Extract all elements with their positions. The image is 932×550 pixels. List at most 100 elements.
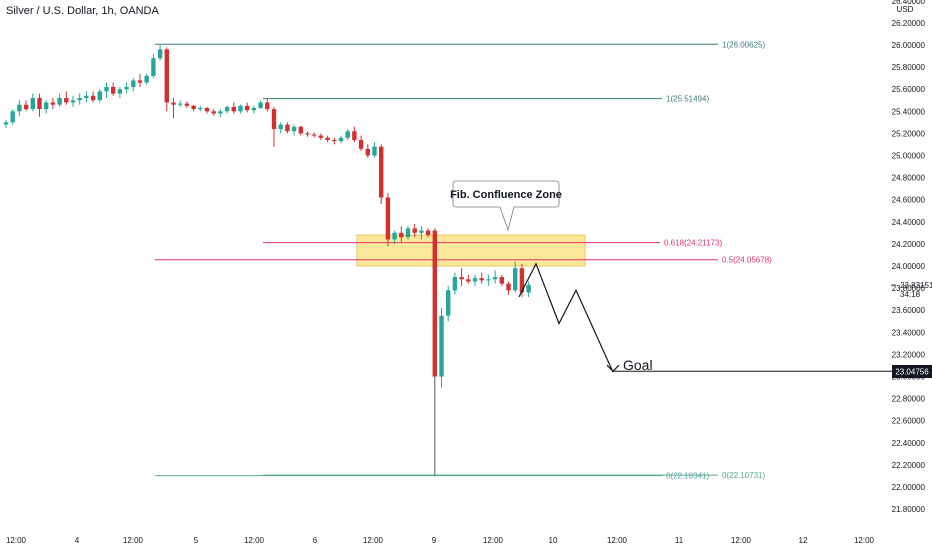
candle-down — [305, 133, 310, 135]
candle-up — [439, 315, 444, 377]
x-tick-label: 12 — [799, 536, 808, 545]
goal-price-badge — [892, 365, 932, 378]
candle-down — [318, 135, 324, 138]
candle-up — [251, 108, 257, 111]
y-tick-label: 24.00000 — [892, 262, 926, 271]
candle-up — [117, 89, 123, 94]
candle-up — [372, 146, 377, 156]
candle-down — [50, 102, 56, 105]
candle-up — [104, 87, 109, 92]
candle-down — [325, 137, 330, 140]
goal-label: Goal — [623, 357, 653, 373]
last-price-layer: 23.83151 34:18 — [891, 281, 932, 299]
candle-up — [218, 111, 223, 114]
candle-up — [452, 277, 458, 291]
candle-up — [446, 290, 451, 316]
candle-down — [385, 197, 391, 240]
y-tick-label: 23.60000 — [892, 306, 926, 315]
candle-up — [198, 108, 203, 110]
candle-up — [392, 232, 397, 240]
candle-down — [379, 146, 384, 198]
candle-up — [492, 277, 498, 280]
candle-up — [131, 80, 136, 87]
confluence-zone-box — [356, 234, 586, 267]
y-tick-label: 22.40000 — [892, 439, 926, 448]
candle-down — [23, 104, 29, 110]
candle-up — [44, 102, 49, 110]
candle-down — [37, 98, 42, 109]
callout-box — [452, 180, 560, 232]
x-tick-label: 5 — [194, 536, 199, 545]
candle-up — [84, 95, 89, 98]
candle-up — [57, 98, 62, 105]
y-tick-label: 24.40000 — [892, 218, 926, 227]
currency-label: USD — [897, 5, 914, 14]
candle-down — [332, 140, 337, 142]
candle-down — [265, 102, 270, 110]
x-tick-label: 12:00 — [244, 536, 265, 545]
projection-arrowhead — [606, 364, 620, 373]
x-tick-label: 4 — [75, 536, 80, 545]
fib-level-label: 0.618(24.21173) — [664, 239, 722, 248]
candle-up — [405, 228, 411, 238]
callout-text: Fib. Confluence Zone — [450, 189, 562, 201]
x-tick-label: 12:00 — [854, 536, 875, 545]
y-tick-label: 24.20000 — [892, 240, 926, 249]
fib-level-label: 0(22.10731) — [722, 471, 765, 480]
y-tick-label: 23.80000 — [892, 284, 926, 293]
candle-up — [526, 284, 531, 293]
candle-down — [312, 134, 317, 136]
candle-down — [519, 268, 525, 293]
candle-down — [298, 126, 303, 134]
time-axis[interactable]: 12:00 4 12:00 5 12:00 6 12:00 9 12:00 10 12:00 11 12… — [6, 536, 875, 545]
candle-up — [157, 49, 163, 59]
y-tick-label: 22.60000 — [892, 417, 926, 426]
goal-layer: Goal 23.04756 — [623, 357, 932, 378]
x-tick-label: 12:00 — [607, 536, 628, 545]
fib-level-label: 0.5(24.05678) — [722, 256, 772, 265]
candle-down — [171, 102, 176, 105]
candle-up — [291, 126, 297, 132]
candle-up — [224, 106, 230, 112]
y-tick-label: 22.00000 — [892, 483, 926, 492]
candle-down — [231, 106, 236, 112]
candle-down — [466, 279, 471, 282]
candle-up — [513, 268, 518, 291]
y-tick-label: 26.00000 — [892, 41, 926, 50]
x-tick-label: 12:00 — [731, 536, 752, 545]
candle-down — [499, 277, 504, 284]
y-tick-label: 24.80000 — [892, 174, 926, 183]
y-tick-label: 24.60000 — [892, 196, 926, 205]
candle-down — [90, 95, 96, 101]
projection-path — [518, 262, 614, 373]
candle-up — [258, 102, 263, 108]
x-tick-label: 12:00 — [483, 536, 504, 545]
candle-down — [506, 283, 511, 291]
goal-price-text: 23.04756 — [895, 368, 929, 377]
candle-up — [144, 75, 149, 83]
y-tick-label: 22.80000 — [892, 395, 926, 404]
y-tick-label: 25.40000 — [892, 107, 926, 116]
candle-down — [425, 230, 431, 235]
candle-down — [184, 103, 190, 106]
y-tick-label: 25.00000 — [892, 152, 926, 161]
candle-up — [345, 131, 350, 138]
price-axis[interactable]: USD 26.40000 26.20000 26.00000 25.80000 25.6… — [892, 0, 926, 514]
y-tick-label: 23.40000 — [892, 328, 926, 337]
candle-down — [285, 124, 290, 132]
candle-down — [358, 140, 364, 149]
candle-down — [204, 108, 210, 112]
y-tick-label: 22.20000 — [892, 461, 926, 470]
candle-down — [432, 230, 437, 377]
x-tick-label: 10 — [549, 536, 558, 545]
projection-layer — [518, 262, 892, 373]
candle-up — [17, 104, 22, 112]
candle-down — [365, 148, 370, 156]
candle-down — [459, 277, 464, 280]
confluence-zone-layer — [356, 234, 586, 267]
last-price-value: 23.83151 — [900, 281, 932, 290]
x-tick-label: 6 — [313, 536, 318, 545]
candle-up — [278, 124, 283, 129]
callout: Fib. Confluence Zone — [450, 180, 562, 232]
